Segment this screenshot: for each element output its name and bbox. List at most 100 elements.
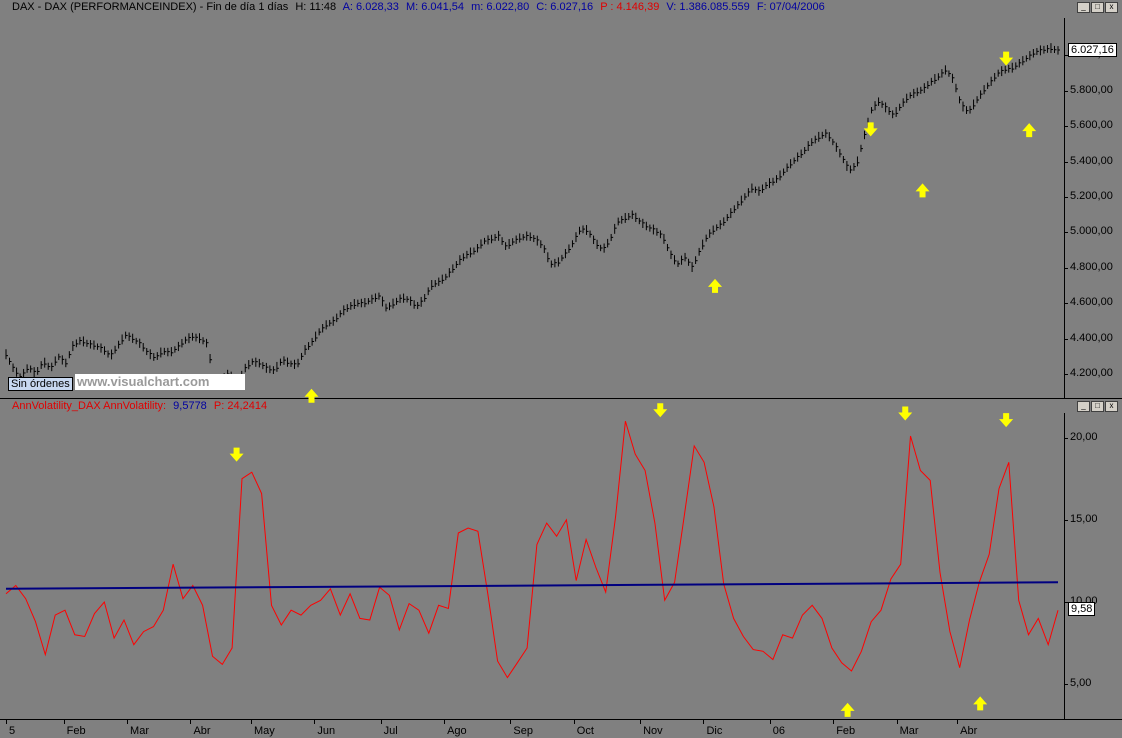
volatility-line (5, 421, 1059, 679)
y-tick-label: 5.800,00 (1070, 83, 1113, 96)
date-value: F: 07/04/2006 (756, 1, 825, 13)
x-tick (444, 720, 446, 724)
y-tick-label: 4.600,00 (1070, 296, 1113, 309)
x-tick (703, 720, 705, 724)
sell-arrow-marker (653, 403, 668, 418)
x-tick-label: May (253, 725, 275, 737)
y-tick (1064, 232, 1068, 234)
y-tick (1064, 55, 1068, 57)
x-tick (769, 720, 771, 724)
x-tick-label: Jun (317, 725, 336, 737)
buy-arrow-marker (973, 696, 988, 711)
x-tick-label: Abr (960, 725, 978, 737)
x-tick (640, 720, 642, 724)
y-tick (1064, 338, 1068, 340)
x-tick-label: Mar (130, 725, 149, 737)
indicator-value: 9,5778 (173, 400, 207, 412)
maximize-button[interactable]: □ (1091, 2, 1104, 13)
symbol-label: DAX - DAX (PERFORMANCEINDEX) - Fin de dí… (12, 1, 289, 13)
x-tick (573, 720, 575, 724)
sell-arrow-marker (999, 413, 1014, 428)
price-last-value: 6.027,16 (1068, 42, 1117, 57)
y-tick-label: 5.000,00 (1070, 225, 1113, 238)
y-tick-label: 5.200,00 (1070, 190, 1113, 203)
hour-value: H: 11:48 (295, 1, 337, 13)
y-tick (1064, 437, 1068, 439)
y-tick-label: 5,00 (1070, 677, 1092, 690)
open-value: A: 6.028,33 (342, 1, 399, 13)
x-tick (380, 720, 382, 724)
y-tick (1064, 90, 1068, 92)
close-value: C: 6.027,16 (536, 1, 594, 13)
x-tick-label: Sep (513, 725, 533, 737)
x-tick-label: 06 (772, 725, 786, 737)
x-tick (127, 720, 129, 724)
x-tick-label: Jul (383, 725, 398, 737)
previous-value: P : 4.146,39 (600, 1, 660, 13)
buy-arrow-marker (708, 278, 723, 293)
y-tick (1064, 161, 1068, 163)
high-value: M: 6.041,54 (405, 1, 465, 13)
volatility-window-buttons: _ □ x (1077, 401, 1118, 412)
y-tick (1064, 374, 1068, 376)
price-header: DAX - DAX (PERFORMANCEINDEX) - Fin de dí… (12, 1, 829, 13)
x-tick-label: Abr (193, 725, 211, 737)
buy-arrow-marker (304, 388, 319, 403)
x-axis: 5 Feb Mar Abr May Jun Jul Ago Sep Oct Nov Dic 06 Feb M… (0, 719, 1122, 738)
y-tick-label: 4.800,00 (1070, 260, 1113, 273)
orders-status-button[interactable]: Sin órdenes (8, 377, 73, 391)
x-tick-label: Nov (643, 725, 663, 737)
close-button[interactable]: x (1105, 2, 1118, 13)
y-tick-label: 5.400,00 (1070, 154, 1113, 167)
low-value: m: 6.022,80 (471, 1, 530, 13)
y-tick-label: 15,00 (1070, 512, 1098, 525)
x-tick (896, 720, 898, 724)
sell-arrow-marker (999, 51, 1014, 66)
indicator-previous: P: 24,2414 (213, 400, 268, 412)
x-tick (190, 720, 192, 724)
buy-arrow-marker (840, 702, 855, 717)
price-bars (5, 43, 1060, 389)
moving-average-line (5, 581, 1059, 590)
watermark-logo: www.visualchart.com (75, 374, 245, 390)
y-tick-label: 4.200,00 (1070, 367, 1113, 380)
buy-arrow-marker (1022, 123, 1037, 138)
x-tick-label: Feb (836, 725, 856, 737)
x-tick-label: Oct (576, 725, 594, 737)
price-window-buttons: _ □ x (1077, 2, 1118, 13)
y-tick (1064, 197, 1068, 199)
x-tick (63, 720, 65, 724)
maximize-button[interactable]: □ (1091, 401, 1104, 412)
y-tick-label: 20,00 (1070, 430, 1098, 443)
x-tick (314, 720, 316, 724)
volatility-header: AnnVolatility_DAX AnnVolatility: 9,5778 … (12, 400, 271, 412)
y-tick (1064, 303, 1068, 305)
y-tick (1064, 519, 1068, 521)
price-pane[interactable]: DAX - DAX (PERFORMANCEINDEX) - Fin de dí… (0, 0, 1122, 403)
volatility-pane[interactable]: AnnVolatility_DAX AnnVolatility: 9,5778 … (0, 399, 1122, 719)
price-chart-svg (5, 43, 1060, 403)
y-tick (1064, 267, 1068, 269)
sell-arrow-marker (863, 122, 878, 137)
x-tick-label: 5 (9, 725, 16, 737)
y-tick (1064, 126, 1068, 128)
x-tick-label: Dic (706, 725, 723, 737)
x-tick (957, 720, 959, 724)
price-y-axis-line (1064, 18, 1065, 398)
x-tick-label: Mar (899, 725, 919, 737)
y-tick (1064, 684, 1068, 686)
x-tick (6, 720, 7, 724)
x-tick (833, 720, 835, 724)
sell-arrow-marker (898, 406, 913, 421)
close-button[interactable]: x (1105, 401, 1118, 412)
sell-arrow-marker (229, 447, 244, 462)
y-tick-label: 4.400,00 (1070, 331, 1113, 344)
volume-value: V: 1.386.085.559 (666, 1, 750, 13)
indicator-name: AnnVolatility_DAX AnnVolatility: (12, 400, 167, 412)
y-tick-label: 5.600,00 (1070, 119, 1113, 132)
volatility-chart-svg (5, 403, 1059, 717)
minimize-button[interactable]: _ (1077, 401, 1090, 412)
volatility-y-axis-line (1064, 413, 1065, 719)
minimize-button[interactable]: _ (1077, 2, 1090, 13)
buy-arrow-marker (915, 183, 930, 198)
